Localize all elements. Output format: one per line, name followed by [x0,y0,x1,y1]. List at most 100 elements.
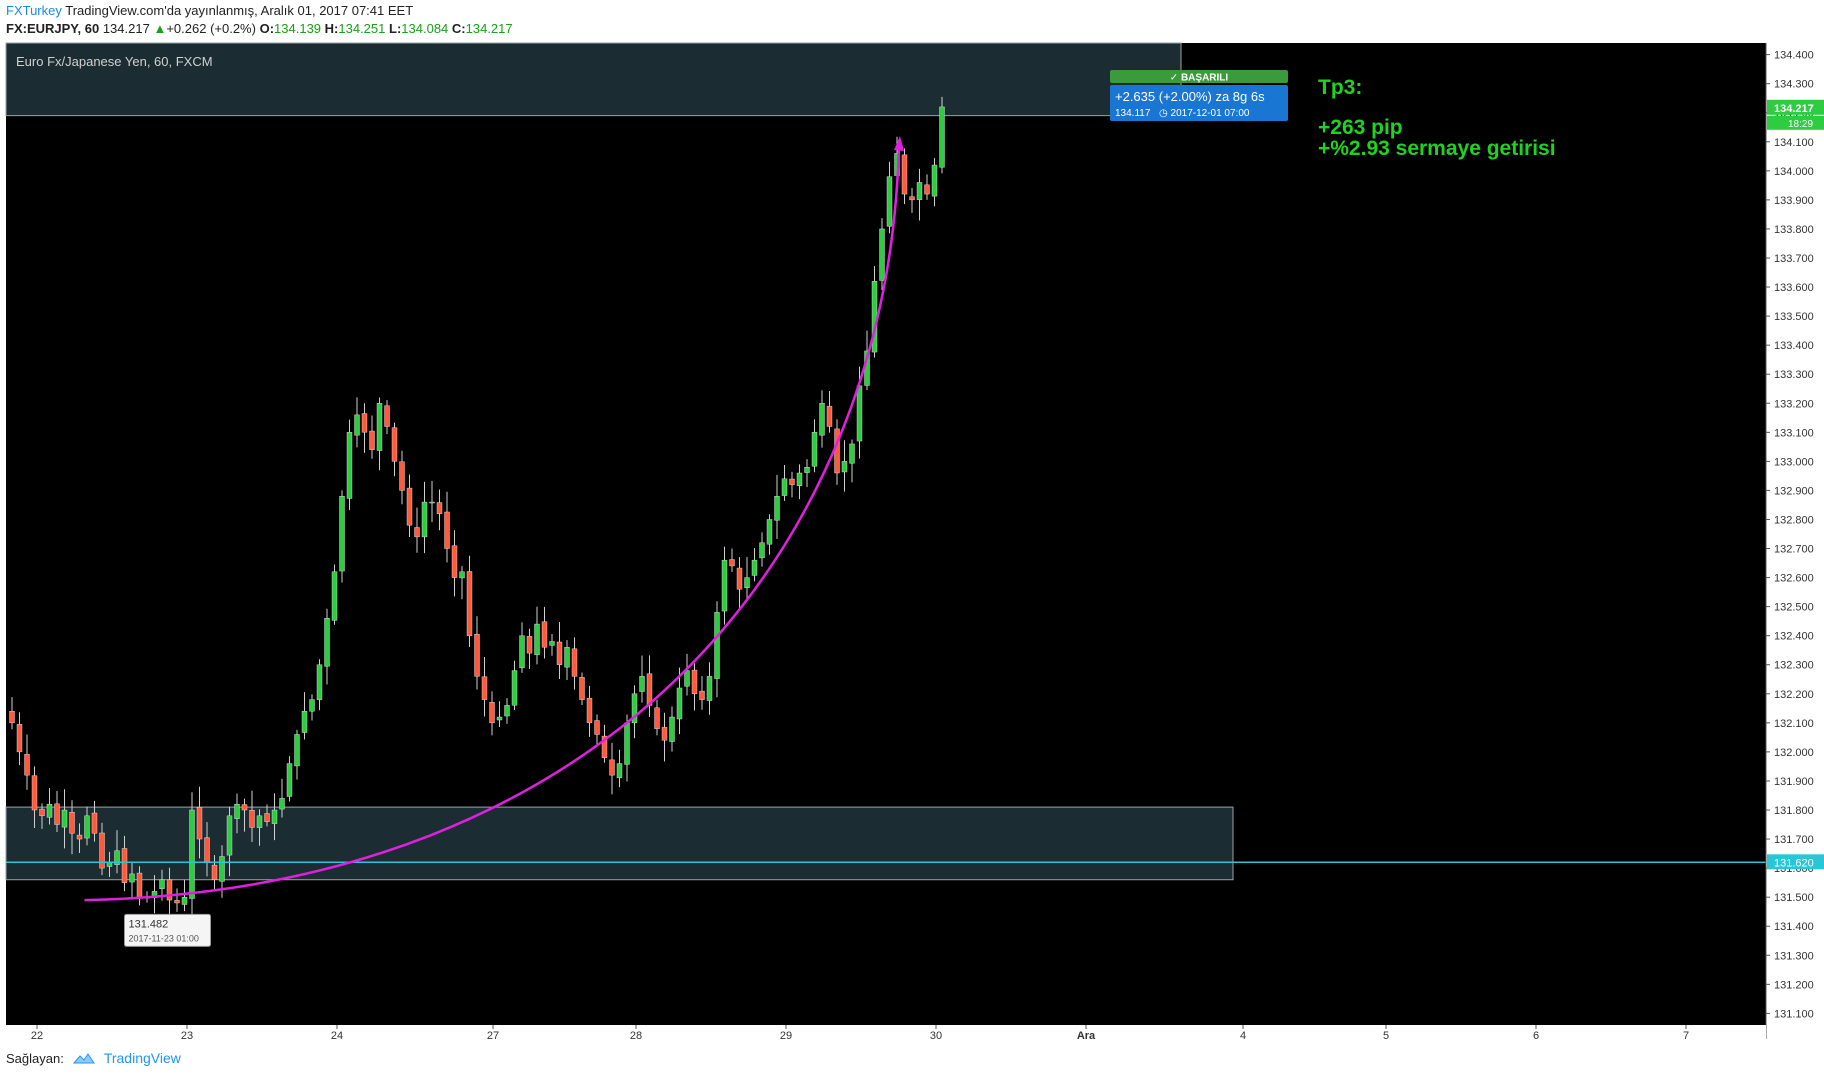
bear-candle[interactable] [789,478,795,485]
bear-candle[interactable] [556,641,563,665]
supply-zone[interactable] [5,42,1182,117]
bull-candle[interactable] [511,670,518,706]
bull-candle[interactable] [669,716,675,742]
bear-candle[interactable] [99,832,105,869]
demand-zone[interactable] [5,806,1234,881]
bull-candle[interactable] [519,635,525,669]
bear-candle[interactable] [406,487,413,526]
bull-candle[interactable] [931,164,938,197]
bull-candle[interactable] [309,699,315,712]
bear-candle[interactable] [444,511,450,549]
time-axis[interactable] [6,1025,1766,1041]
bear-candle[interactable] [76,834,83,840]
bull-candle[interactable] [721,559,728,612]
bull-candle[interactable] [219,856,225,882]
bull-candle[interactable] [256,815,263,828]
projection-arc[interactable] [84,143,901,902]
bear-candle[interactable] [24,754,30,776]
bear-candle[interactable] [826,405,833,427]
bear-candle[interactable] [526,636,533,654]
bear-candle[interactable] [691,669,698,694]
bear-candle[interactable] [451,545,458,578]
bear-candle[interactable] [361,413,368,433]
bull-candle[interactable] [159,879,165,889]
bull-candle[interactable] [781,478,788,496]
bull-candle[interactable] [181,896,188,905]
bull-candle[interactable] [189,809,195,899]
bear-candle[interactable] [166,879,173,901]
bear-candle[interactable] [541,621,548,648]
bear-candle[interactable] [369,430,375,450]
bull-candle[interactable] [819,403,825,436]
bull-candle[interactable] [129,873,135,883]
bull-candle[interactable] [886,176,893,227]
bear-candle[interactable] [121,848,128,883]
bull-candle[interactable] [226,815,233,856]
bull-candle[interactable] [496,716,503,721]
bull-candle[interactable] [549,641,555,646]
bear-candle[interactable] [571,648,578,677]
bear-candle[interactable] [654,707,660,729]
bull-candle[interactable] [804,466,810,473]
bull-candle[interactable] [744,577,750,588]
bear-candle[interactable] [196,807,203,840]
bull-candle[interactable] [534,623,540,655]
bull-candle[interactable] [114,850,120,865]
bull-candle[interactable] [324,618,330,667]
bull-candle[interactable] [706,676,713,701]
bear-candle[interactable] [249,810,255,828]
bear-candle[interactable] [91,812,98,834]
bull-candle[interactable] [684,670,690,687]
bear-candle[interactable] [594,720,600,735]
bear-candle[interactable] [384,405,390,427]
bull-candle[interactable] [234,803,240,819]
bull-candle[interactable] [714,612,720,679]
bull-candle[interactable] [849,443,855,464]
bear-candle[interactable] [736,567,743,590]
bear-candle[interactable] [489,702,495,724]
bear-candle[interactable] [204,837,210,863]
bull-candle[interactable] [916,182,923,200]
bull-candle[interactable] [939,106,945,168]
bear-candle[interactable] [436,502,443,514]
bear-candle[interactable] [211,864,218,880]
bear-candle[interactable] [399,461,405,491]
bear-candle[interactable] [699,690,705,700]
bull-candle[interactable] [346,432,353,499]
bull-candle[interactable] [331,571,338,621]
bull-candle[interactable] [354,414,360,436]
bull-candle[interactable] [429,501,435,504]
bull-candle[interactable] [639,676,645,692]
bear-candle[interactable] [924,184,930,195]
bull-candle[interactable] [624,722,630,765]
bull-candle[interactable] [796,472,803,486]
bull-candle[interactable] [421,501,428,538]
bear-candle[interactable] [579,677,585,700]
bull-candle[interactable] [84,815,90,839]
bull-candle[interactable] [811,432,818,467]
bear-candle[interactable] [586,697,593,724]
tradingview-link[interactable]: TradingView [103,1050,181,1066]
bull-candle[interactable] [61,809,68,828]
bull-candle[interactable] [631,693,638,724]
bear-candle[interactable] [241,804,248,811]
bull-candle[interactable] [759,542,765,559]
bear-candle[interactable] [609,759,615,776]
bull-candle[interactable] [766,519,773,545]
bear-candle[interactable] [909,196,915,201]
bear-candle[interactable] [391,427,398,462]
bull-candle[interactable] [294,734,300,767]
price-axis[interactable] [1766,43,1824,1053]
bear-candle[interactable] [136,872,143,898]
measure-box[interactable] [1110,85,1288,121]
bear-candle[interactable] [54,803,60,825]
bear-candle[interactable] [834,428,840,474]
bull-candle[interactable] [616,763,623,779]
bull-candle[interactable] [376,403,383,451]
bear-candle[interactable] [474,634,480,677]
bear-candle[interactable] [646,673,653,706]
bear-candle[interactable] [264,813,270,822]
bear-candle[interactable] [601,735,608,758]
bear-candle[interactable] [901,154,908,195]
bull-candle[interactable] [301,711,308,733]
